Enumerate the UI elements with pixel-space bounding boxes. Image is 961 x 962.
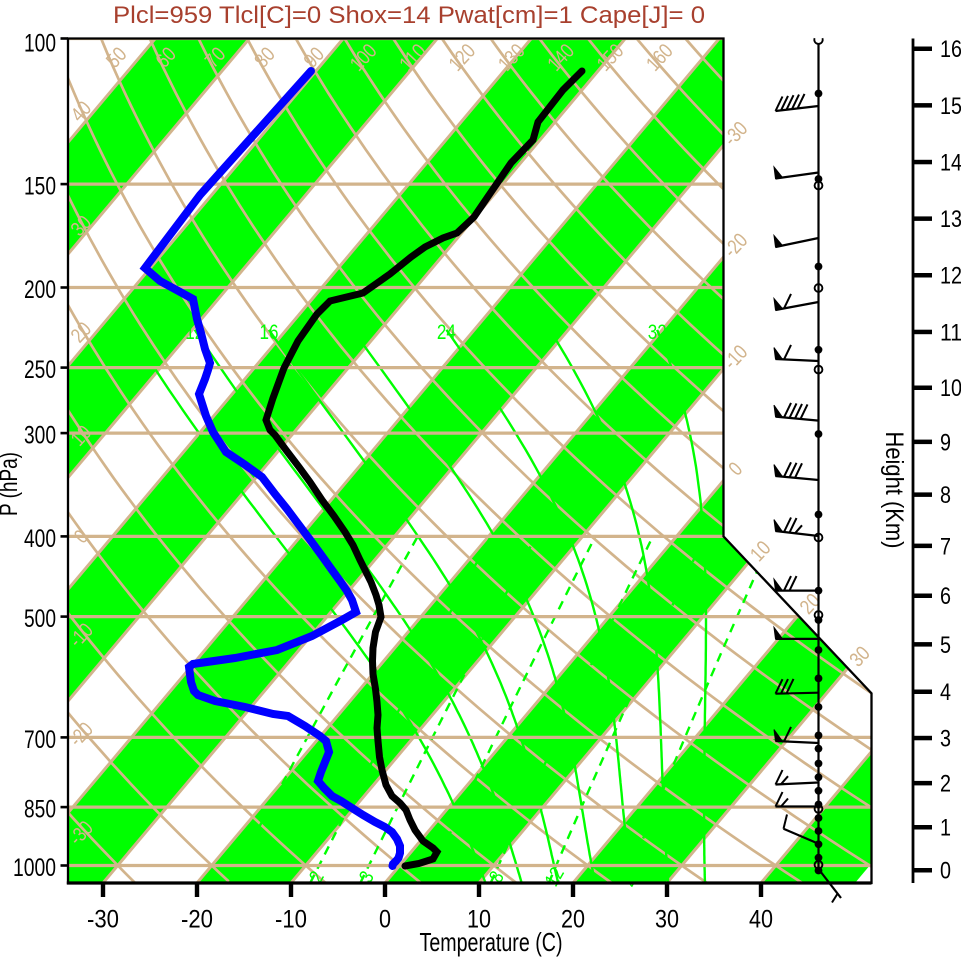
svg-text:1000: 1000	[13, 854, 56, 882]
svg-text:1: 1	[940, 815, 951, 842]
svg-text:300: 300	[24, 422, 56, 450]
svg-text:14: 14	[940, 150, 961, 177]
svg-text:Height (Km): Height (Km)	[880, 432, 908, 549]
svg-text:40: 40	[749, 906, 773, 934]
svg-text:-10: -10	[275, 906, 307, 934]
svg-text:11: 11	[940, 319, 961, 346]
svg-text:200: 200	[24, 276, 56, 304]
svg-text:500: 500	[24, 605, 56, 633]
svg-text:9: 9	[940, 429, 951, 456]
svg-text:4: 4	[940, 679, 951, 706]
svg-text:0: 0	[940, 858, 951, 885]
svg-text:8: 8	[125, 321, 135, 344]
svg-text:28: 28	[540, 321, 559, 344]
svg-text:400: 400	[24, 525, 56, 553]
svg-text:2: 2	[940, 771, 951, 798]
svg-text:30: 30	[655, 906, 679, 934]
svg-text:15: 15	[940, 93, 961, 120]
svg-text:20: 20	[561, 906, 585, 934]
svg-text:-20: -20	[181, 906, 213, 934]
svg-text:6: 6	[940, 583, 951, 610]
svg-text:16: 16	[260, 321, 279, 344]
svg-text:3: 3	[940, 726, 951, 753]
svg-text:5: 5	[940, 632, 951, 659]
svg-text:700: 700	[24, 726, 56, 754]
svg-text:10: 10	[467, 906, 491, 934]
svg-text:24: 24	[437, 321, 456, 344]
svg-text:10: 10	[940, 375, 961, 402]
svg-text:13: 13	[940, 206, 961, 233]
svg-text:7: 7	[940, 533, 951, 560]
svg-text:100: 100	[24, 30, 56, 58]
svg-text:Plcl=959 Tlcl[C]=0 Shox=14 Pwa: Plcl=959 Tlcl[C]=0 Shox=14 Pwat[cm]=1 Ca…	[113, 2, 705, 29]
svg-text:P (hPa): P (hPa)	[0, 452, 23, 516]
svg-text:16: 16	[940, 36, 961, 63]
svg-text:20: 20	[343, 321, 362, 344]
svg-text:0: 0	[379, 906, 391, 934]
svg-text:8: 8	[940, 482, 951, 509]
svg-text:250: 250	[24, 356, 56, 384]
svg-text:-30: -30	[87, 906, 119, 934]
svg-text:12: 12	[940, 263, 961, 290]
svg-text:850: 850	[24, 796, 56, 824]
svg-text:Temperature (C): Temperature (C)	[420, 927, 563, 957]
svg-text:32: 32	[648, 321, 667, 344]
svg-text:150: 150	[24, 173, 56, 201]
